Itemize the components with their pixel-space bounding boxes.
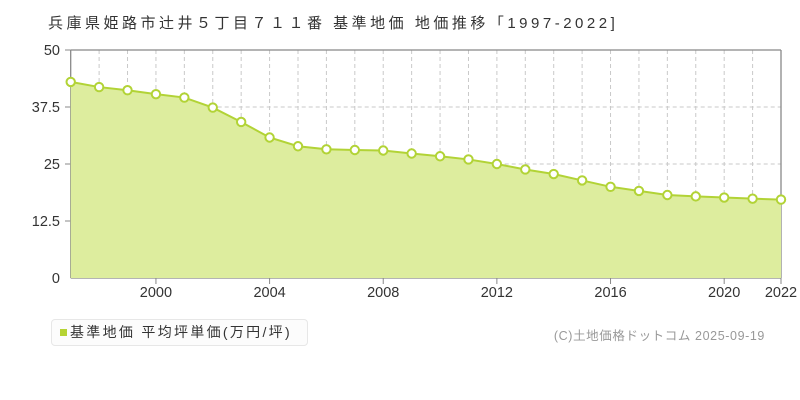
svg-text:2012: 2012 xyxy=(481,285,513,301)
svg-text:2022: 2022 xyxy=(765,285,797,301)
svg-text:2016: 2016 xyxy=(594,285,626,301)
svg-text:12.5: 12.5 xyxy=(32,214,60,230)
svg-text:2000: 2000 xyxy=(140,285,172,301)
svg-text:0: 0 xyxy=(52,271,60,287)
svg-text:2020: 2020 xyxy=(708,285,740,301)
svg-text:37.5: 37.5 xyxy=(32,100,60,116)
svg-text:50: 50 xyxy=(44,43,60,59)
svg-text:25: 25 xyxy=(44,157,60,173)
svg-text:2004: 2004 xyxy=(253,285,285,301)
svg-text:2008: 2008 xyxy=(367,285,399,301)
